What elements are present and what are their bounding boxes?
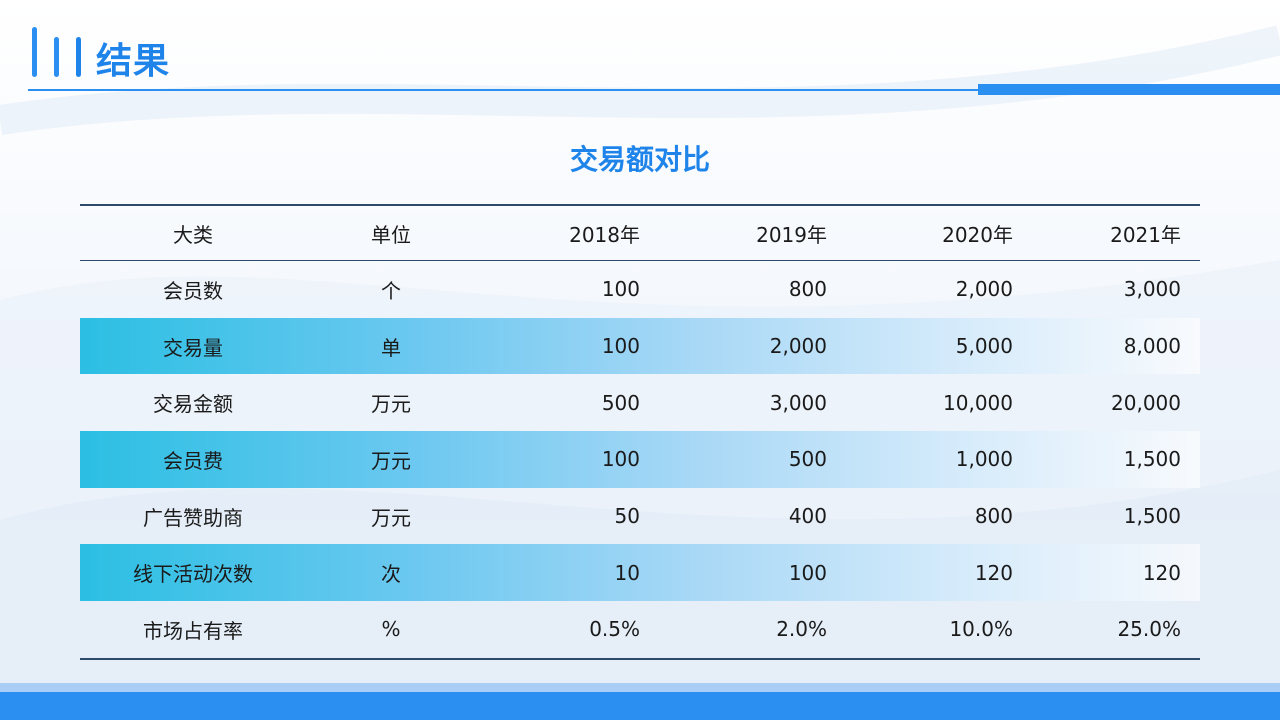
table-cell: 500 [788,447,827,472]
table-cell: 8,000 [1123,334,1181,359]
table-row: 线下活动次数 次 10 100 120 120 [80,544,1200,602]
column-header: 2020年 [942,222,1013,247]
table-cell: 10,000 [943,390,1013,415]
footer-bar [0,692,1280,720]
table-cell: % [381,617,401,642]
table-cell: 120 [974,560,1013,585]
title-bar-decoration [76,37,81,77]
comparison-table: 大类 单位 2018年 2019年 2020年 2021年 会员数 个 100 … [80,204,1200,660]
table-cell: 万元 [371,448,411,473]
table-cell: 万元 [371,392,411,417]
table-cell: 1,500 [1123,447,1181,472]
table-cell: 20,000 [1111,390,1181,415]
table-cell: 会员数 [163,278,223,303]
table-cell: 3,000 [769,390,827,415]
table-cell: 3,000 [1123,277,1181,302]
table-cell: 50 [614,504,640,529]
table-cell: 25.0% [1117,617,1181,642]
table-cell: 1,500 [1123,504,1181,529]
table-cell: 万元 [371,505,411,530]
table-cell: 市场占有率 [143,618,243,643]
table-cell: 2.0% [776,617,827,642]
table-cell: 0.5% [589,617,640,642]
page-title: 结果 [96,41,171,82]
table-row: 广告赞助商 万元 50 400 800 1,500 [80,488,1200,545]
table-cell: 线下活动次数 [133,562,253,587]
table-row: 交易量 单 100 2,000 5,000 8,000 [80,317,1200,375]
table-cell: 800 [974,504,1013,529]
table-cell: 广告赞助商 [143,505,243,530]
column-header: 2018年 [569,222,640,247]
column-header: 大类 [173,222,213,247]
table-row: 交易金额 万元 500 3,000 10,000 20,000 [80,374,1200,431]
table-cell: 5,000 [955,334,1013,359]
table-cell: 个 [381,278,401,303]
footer-light-band [0,683,1280,693]
column-header: 2021年 [1110,222,1181,247]
table-cell: 500 [601,390,640,415]
title-bar-decoration [54,37,59,77]
table-cell: 会员费 [163,448,223,473]
table-title: 交易额对比 [569,143,710,176]
table-header-row: 大类 单位 2018年 2019年 2020年 2021年 [80,206,1200,261]
table-cell: 1,000 [955,447,1013,472]
column-header: 2019年 [756,222,827,247]
title-bars-icon [32,27,84,77]
table-cell: 100 [601,447,640,472]
table-cell: 400 [788,504,827,529]
table-cell: 交易金额 [153,392,233,417]
table-cell: 交易量 [163,335,223,360]
table-cell: 单 [381,335,401,360]
table-row: 会员数 个 100 800 2,000 3,000 [80,261,1200,318]
table-cell: 10.0% [949,617,1013,642]
table-cell: 100 [601,277,640,302]
table-cell: 120 [1142,560,1181,585]
title-bar-decoration [32,27,37,77]
table-cell: 2,000 [769,334,827,359]
table-row: 会员费 万元 100 500 1,000 1,500 [80,431,1200,488]
column-header: 单位 [371,222,411,247]
table-cell: 2,000 [955,277,1013,302]
header-accent-bar [978,84,1280,95]
table-cell: 800 [788,277,827,302]
table-row: 市场占有率 % 0.5% 2.0% 10.0% 25.0% [80,601,1200,658]
table-cell: 次 [381,562,401,587]
table-cell: 100 [601,334,640,359]
table-cell: 10 [614,560,640,585]
header-divider [28,89,978,91]
table-cell: 100 [788,560,827,585]
